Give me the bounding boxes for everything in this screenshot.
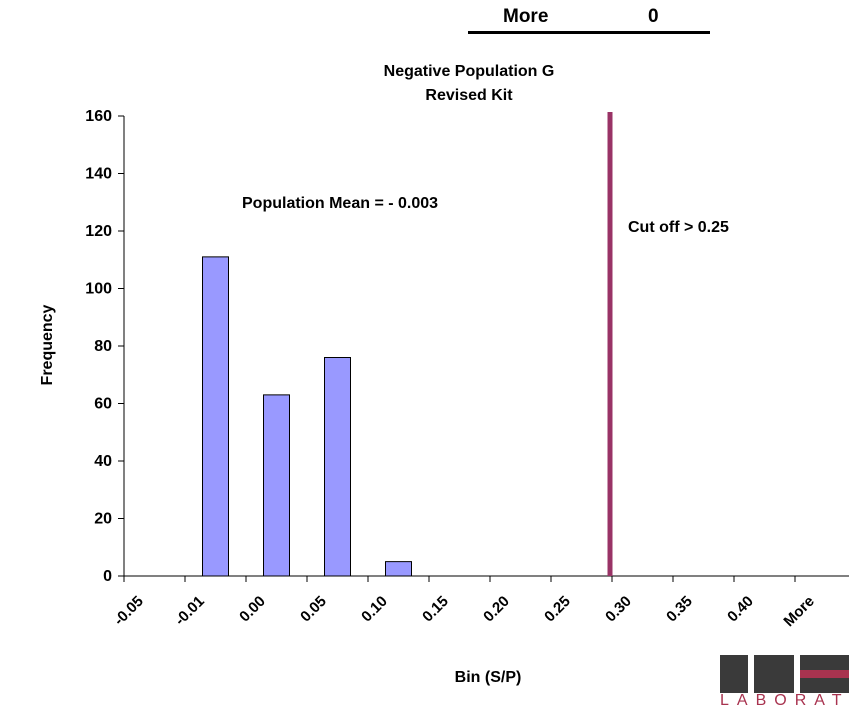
x-tick-label: 0.15 [419,593,452,626]
y-tick-label: 20 [94,511,112,528]
x-tick-label: -0.05 [111,593,147,629]
logo-mark-accent [800,670,849,678]
x-axis-label: Bin (S/P) [455,669,522,686]
y-tick-label: 80 [94,338,112,355]
histogram-bar [385,561,412,577]
histogram-bar [324,357,351,577]
y-tick-label: 60 [94,396,112,413]
y-tick-label: 140 [85,166,112,183]
x-tick-label: 0.30 [602,593,635,626]
x-tick-label: 0.20 [480,593,513,626]
header-more-value: 0 [648,6,659,27]
logo-mark-bar [720,655,748,693]
x-tick-label: 0.35 [663,593,696,626]
histogram-bar [202,256,229,577]
x-tick-label: 0.25 [541,593,574,626]
y-tick-label: 100 [85,281,112,298]
y-tick-label: 160 [85,108,112,125]
y-tick-label: 40 [94,453,112,470]
cutoff-annotation: Cut off > 0.25 [628,219,729,236]
header-underline [468,31,710,34]
chart-subtitle: Revised Kit [425,87,513,104]
header-more-label: More [503,6,549,27]
chart-title: Negative Population G [384,63,555,80]
y-tick-label: 120 [85,223,112,240]
x-tick-label: 0.40 [724,593,757,626]
x-tick-label: -0.01 [172,593,208,629]
x-tick-label: 0.10 [358,593,391,626]
x-tick-label: More [780,593,817,630]
histogram-bar [263,394,290,577]
x-tick-label: 0.00 [236,593,269,626]
x-tick-label: 0.05 [297,593,330,626]
y-tick-label: 0 [103,568,112,585]
logo-mark-bar [754,655,794,693]
logo-text: LABORAT [720,692,849,709]
plot-area: 0 20 40 60 80 100 120 140 160 -0.05 -0.01 0.00 0.05 0… [85,108,849,630]
y-axis-label: Frequency [39,304,56,385]
mean-annotation: Population Mean = - 0.003 [242,195,438,212]
